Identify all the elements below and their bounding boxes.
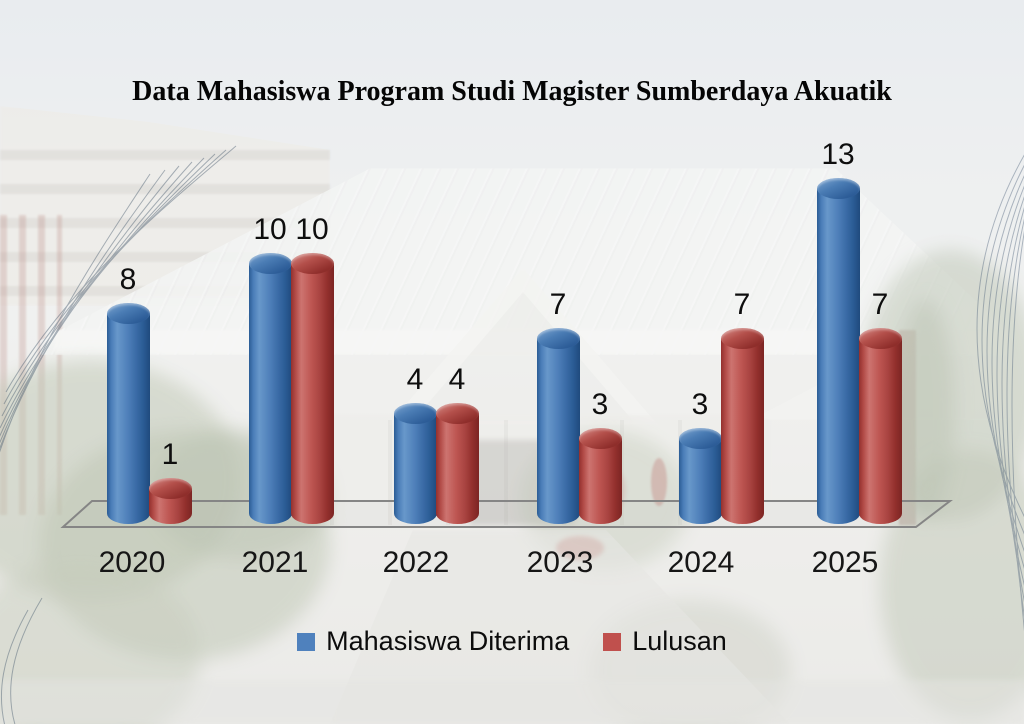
bar-red-2022	[435, 402, 479, 524]
data-label-red-2023: 3	[591, 387, 609, 421]
bar-blue-2020	[106, 302, 150, 524]
bar-red-2023	[578, 427, 622, 524]
data-label-blue-2024: 3	[691, 387, 709, 421]
bar-red-2021	[290, 252, 334, 524]
photo-left-building-columns	[0, 215, 62, 515]
legend-swatch-red-icon	[603, 632, 622, 651]
bar-blue-2022	[393, 402, 437, 524]
data-label-red-2024: 7	[733, 287, 751, 321]
data-label-blue-2020: 8	[119, 262, 137, 296]
photo-right-maroon-column	[899, 330, 916, 525]
x-axis-label-2024: 2024	[667, 546, 735, 579]
legend-label-mahasiswa-diterima: Mahasiswa Diterima	[326, 626, 570, 656]
data-label-blue-2022: 4	[406, 362, 424, 396]
photo-red-flowers	[556, 536, 604, 560]
x-axis-label-2022: 2022	[382, 546, 450, 579]
legend-item-mahasiswa-diterima: Mahasiswa Diterima	[297, 626, 569, 657]
x-axis-label-2025: 2025	[811, 546, 879, 579]
bar-red-2024	[720, 327, 764, 524]
legend-label-lulusan: Lulusan	[632, 626, 727, 656]
data-label-red-2022: 4	[448, 362, 466, 396]
x-axis-label-2020: 2020	[98, 546, 166, 579]
data-label-red-2021: 10	[295, 212, 329, 246]
bar-red-2025	[858, 327, 902, 524]
bar-blue-2021	[248, 252, 292, 524]
data-label-red-2025: 7	[871, 287, 889, 321]
bar-blue-2025	[816, 177, 860, 524]
data-label-blue-2025: 13	[821, 137, 855, 171]
bar-blue-2023	[536, 327, 580, 524]
data-label-red-2020: 1	[161, 437, 179, 471]
bar-red-2020	[148, 477, 192, 524]
x-axis-label-2023: 2023	[526, 546, 594, 579]
photo-red-flag	[651, 458, 667, 506]
chart-title: Data Mahasiswa Program Studi Magister Su…	[132, 76, 892, 107]
bar-blue-2024	[678, 427, 722, 524]
legend-item-lulusan: Lulusan	[603, 626, 727, 657]
x-axis-label-2021: 2021	[241, 546, 309, 579]
data-label-blue-2021: 10	[253, 212, 287, 246]
photo-tree-right-3	[895, 300, 955, 520]
legend-swatch-blue-icon	[297, 632, 316, 651]
photo-tree-right-2	[880, 450, 1024, 720]
photo-bottom-band	[0, 680, 1024, 724]
chart-legend: Mahasiswa Diterima Lulusan	[0, 626, 1024, 657]
data-label-blue-2023: 7	[549, 287, 567, 321]
